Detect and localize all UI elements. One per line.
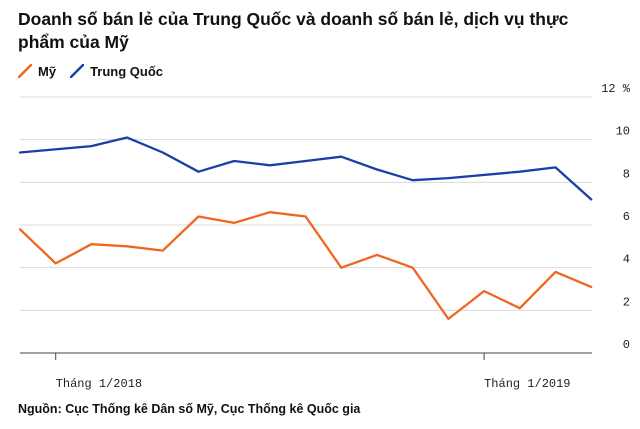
line-chart: 0 2 4 6 8 10 12 % Tháng 1/2018 Tháng 1/2019 [18,82,631,390]
legend-item-trung-quoc: Trung Quốc [70,64,163,79]
y-tick-label-10: 10 [616,125,630,139]
series-line-trung-quoc [18,136,593,201]
x-tick-label-2018-01: Tháng 1/2018 [56,377,142,390]
chart-title: Doanh số bán lẻ của Trung Quốc và doanh … [18,9,569,52]
legend: Mỹ Trung Quốc [18,60,177,82]
series-line-my [18,211,593,321]
legend-label-my: Mỹ [38,63,57,79]
y-tick-label-6: 6 [623,210,630,224]
y-tick-label-12: 12 % [601,82,631,96]
x-tick-label-2019-01: Tháng 1/2019 [484,377,570,390]
legend-swatch-my-icon [18,64,32,78]
y-tick-label-8: 8 [623,167,630,181]
legend-swatch-trung-quoc-icon [70,64,85,78]
source-note: Nguồn: Cục Thống kê Dân số Mỹ, Cục Thống… [18,402,361,416]
legend-label-trung-quoc: Trung Quốc [90,63,164,79]
y-tick-label-2: 2 [623,295,630,309]
legend-item-my: Mỹ [18,64,56,79]
y-tick-label-4: 4 [623,253,630,267]
y-tick-label-0: 0 [623,338,630,352]
